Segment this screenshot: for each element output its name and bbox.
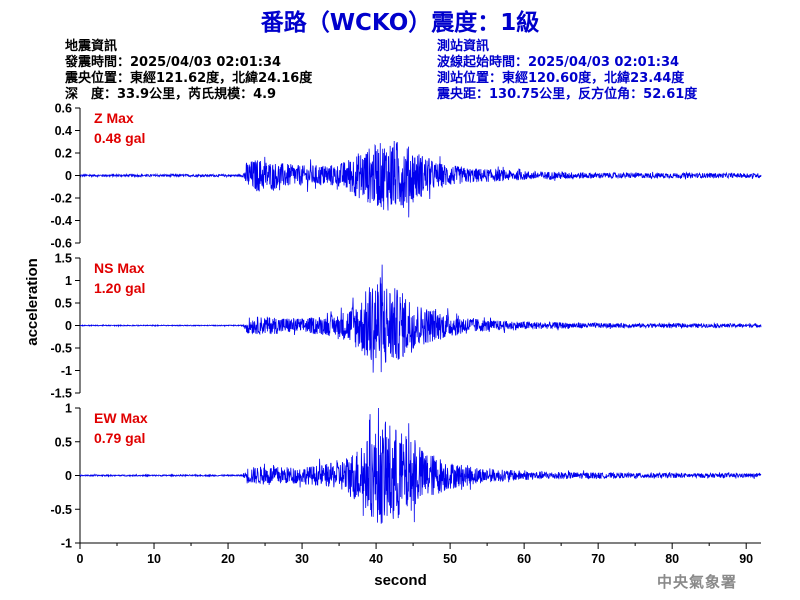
ns-max-value: 1.20 gal	[94, 280, 146, 296]
x-tick-label: 30	[295, 552, 309, 566]
y-tick-label: 0	[65, 469, 72, 483]
y-tick-label: -1.5	[50, 387, 72, 401]
epicentral-distance: 震央距：130.75公里，反方位角：52.61度	[437, 87, 698, 102]
x-tick-label: 50	[443, 552, 457, 566]
y-tick-label: -1	[61, 537, 72, 551]
quake-info-heading: 地震資訊	[65, 39, 118, 54]
x-tick-label: 90	[739, 552, 753, 566]
x-tick-label: 20	[221, 552, 235, 566]
y-tick-label: 0	[65, 319, 72, 333]
y-tick-label: -0.5	[50, 503, 72, 517]
y-tick-label: 0	[65, 169, 72, 183]
x-tick-label: 0	[77, 552, 84, 566]
z-max-value: 0.48 gal	[94, 130, 146, 146]
y-tick-label: -0.6	[50, 237, 72, 251]
y-tick-label: -0.2	[50, 192, 72, 206]
wave-start-time: 波線起始時間：2025/04/03 02:01:34	[437, 55, 680, 70]
x-axis-title: second	[374, 572, 427, 589]
ew-max-value: 0.79 gal	[94, 430, 146, 446]
y-tick-label: 1	[65, 402, 72, 416]
page-title: 番路（WCKO）震度：1級	[260, 10, 540, 36]
y-tick-label: 1.5	[55, 252, 72, 266]
station-info-heading: 測站資訊	[437, 39, 490, 54]
x-tick-label: 70	[591, 552, 605, 566]
station-location: 測站位置：東經120.60度，北緯23.44度	[437, 71, 685, 86]
ew-max-label: EW Max	[94, 410, 148, 426]
ns-max-label: NS Max	[94, 260, 145, 276]
y-tick-label: -0.5	[50, 342, 72, 356]
x-tick-label: 60	[517, 552, 531, 566]
waveform-ns	[79, 264, 762, 373]
quake-time: 發震時間：2025/04/03 02:01:34	[65, 55, 282, 70]
y-tick-label: 0.6	[55, 102, 72, 116]
y-tick-label: 0.5	[55, 297, 72, 311]
y-tick-label: 0.4	[55, 124, 72, 138]
quake-location: 震央位置：東經121.62度，北緯24.16度	[65, 71, 313, 86]
waveform-z	[79, 140, 762, 218]
y-tick-label: -1	[61, 364, 72, 378]
y-axis-title: acceleration	[24, 258, 41, 346]
quake-depth: 深 度：33.9公里，芮氏規模：4.9	[65, 87, 277, 102]
y-tick-label: 0.5	[55, 435, 72, 449]
x-tick-label: 40	[369, 552, 383, 566]
waveform-ew	[79, 407, 762, 524]
z-max-label: Z Max	[94, 110, 134, 126]
x-tick-label: 10	[147, 552, 161, 566]
cwa-logo-text: 中央氣象署	[657, 573, 738, 591]
y-tick-label: 0.2	[55, 147, 72, 161]
y-tick-label: 1	[65, 274, 72, 288]
y-tick-label: -0.4	[50, 214, 72, 228]
x-tick-label: 80	[665, 552, 679, 566]
